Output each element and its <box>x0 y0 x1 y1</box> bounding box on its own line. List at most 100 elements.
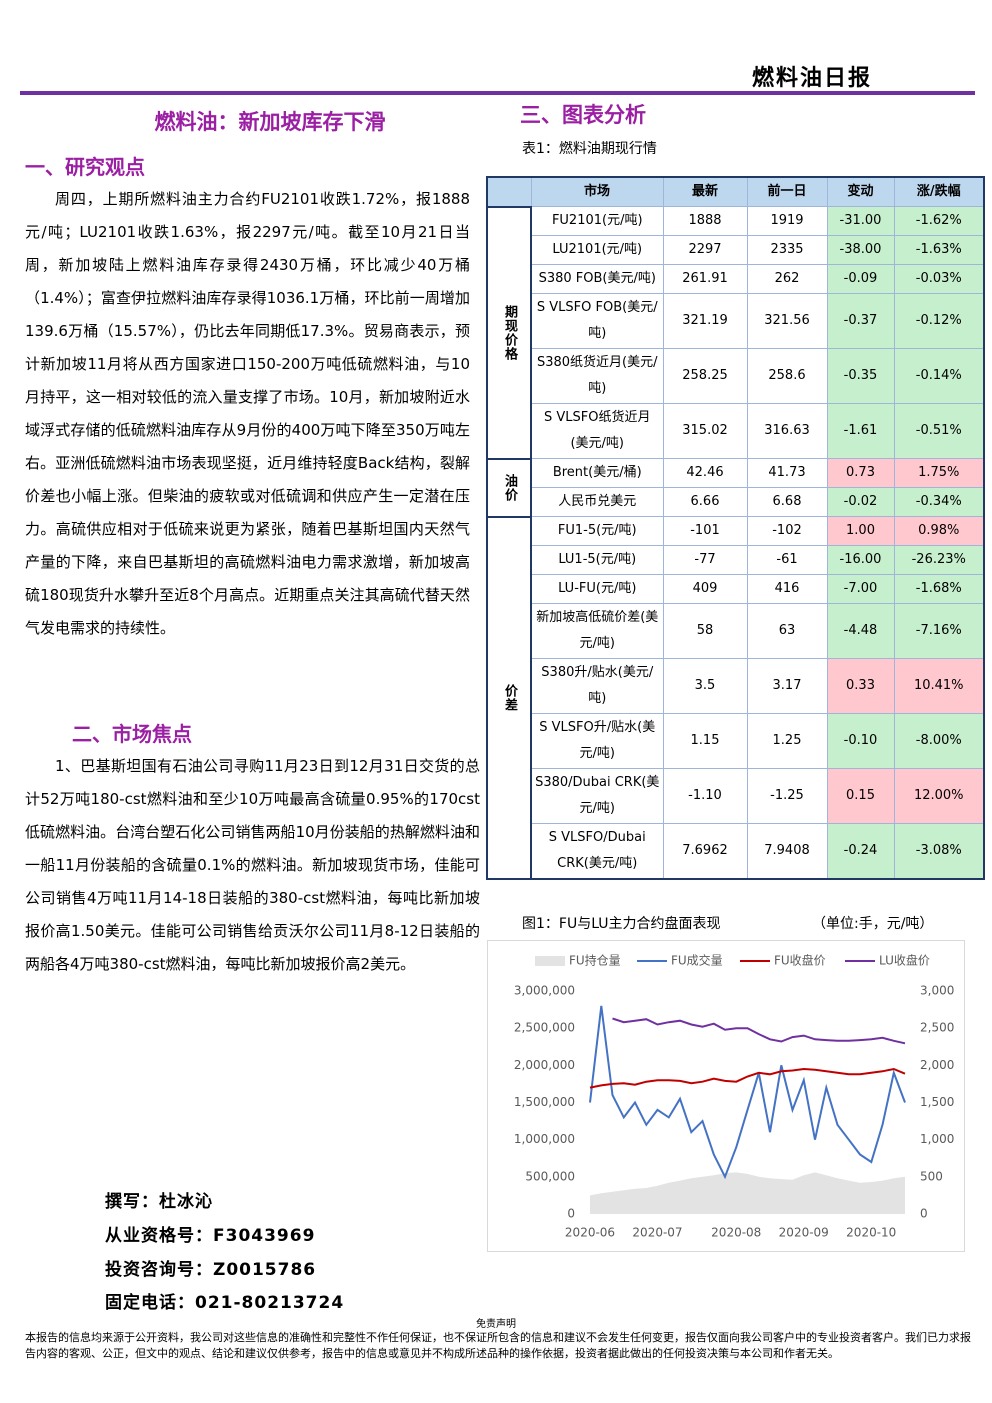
table-cell: 7.6962 <box>662 823 748 880</box>
y2-tick-label: 3,000 <box>920 984 954 998</box>
y2-tick-label: 2,000 <box>920 1058 954 1072</box>
table-cell: 2297 <box>662 235 748 265</box>
author-line: 撰写：杜冰沁 <box>105 1192 213 1212</box>
chart: 0 500,000 1,000,000 1,500,000 2,000,000 2,500… <box>487 940 965 1252</box>
table-cell: 258.6 <box>746 348 828 404</box>
group-label: 期现价格 <box>486 205 532 460</box>
table-cell: 新加坡高低硫价差(美元/吨) <box>530 603 664 659</box>
table-cell: 1.00 <box>826 516 895 546</box>
table-wrap: 市场 最新 前一日 变动 涨/跌幅 期现价格 FU2101(元/吨) 1888 1919 -31.… <box>486 176 985 880</box>
table-cell: S VLSFO/Dubai CRK(美元/吨) <box>530 823 664 880</box>
y2-tick-label: 1,000 <box>920 1132 954 1146</box>
x-tick-label: 2020-07 <box>632 1226 682 1240</box>
header-cell: 前一日 <box>746 176 828 207</box>
table-cell: 1.25 <box>746 713 828 769</box>
table-row: 人民币兑美元 6.66 6.68 -0.02 -0.34% <box>487 487 985 517</box>
table-cell: 1.15 <box>662 713 748 769</box>
y-tick-label: 2,500,000 <box>514 1021 575 1035</box>
table-cell: -0.24 <box>826 823 895 880</box>
table-cell: S380升/贴水(美元/吨) <box>530 658 664 714</box>
table-cell: 416 <box>746 574 828 604</box>
table-row: S380纸货近月(美元/吨) 258.25 258.6 -0.35 -0.14% <box>487 348 985 404</box>
table-cell: -0.12% <box>893 293 985 349</box>
table-row: 期现价格 FU2101(元/吨) 1888 1919 -31.00 -1.62% <box>486 205 985 460</box>
table-cell: 0.33 <box>826 658 895 714</box>
table-cell: -0.14% <box>893 348 985 404</box>
header-cell: 变动 <box>826 176 895 207</box>
table-cell: 41.73 <box>746 458 828 488</box>
paragraph: 1、巴基斯坦国有石油公司寻购11月23日到12月31日交货的总计52万吨180-… <box>25 757 480 973</box>
table-cell: -0.35 <box>826 348 895 404</box>
table-cell: 1888 <box>662 206 748 236</box>
table-cell: 3.5 <box>662 658 748 714</box>
table-cell: 58 <box>662 603 748 659</box>
y-tick-label: 3,000,000 <box>514 984 575 998</box>
table-cell: 262 <box>746 264 828 294</box>
table-cell: 321.56 <box>746 293 828 349</box>
table-cell: 42.46 <box>662 458 748 488</box>
table-cell: 258.25 <box>662 348 748 404</box>
header-cell: 涨/跌幅 <box>893 176 985 207</box>
table-cell: -0.10 <box>826 713 895 769</box>
line <box>589 1005 906 1180</box>
table-cell: 0.73 <box>826 458 895 488</box>
table-cell: -0.02 <box>826 487 895 517</box>
y-tick-label: 1,000,000 <box>514 1132 575 1146</box>
table-cell: -7.16% <box>893 603 985 659</box>
table-cell: 2335 <box>746 235 828 265</box>
legend-swatch <box>535 956 565 966</box>
table-cell: -0.09 <box>826 264 895 294</box>
table-cell: FU2101(元/吨) <box>530 206 664 236</box>
table-cell: Brent(美元/桶) <box>530 458 664 488</box>
table-cell: 261.91 <box>662 264 748 294</box>
table-cell: 7.9408 <box>746 823 828 880</box>
table-cell: LU-FU(元/吨) <box>530 574 664 604</box>
area <box>590 1172 905 1214</box>
table-cell: -8.00% <box>893 713 985 769</box>
legend-label: LU收盘价 <box>879 953 930 968</box>
table-row: S VLSFO/Dubai CRK(美元/吨) 7.6962 7.9408 -0.24… <box>487 823 985 880</box>
table-cell: -1.61 <box>826 403 895 459</box>
table-cell: -1.63% <box>893 235 985 265</box>
table-cell: LU2101(元/吨) <box>530 235 664 265</box>
y-tick-label: 500,000 <box>525 1169 575 1183</box>
table-row: S380升/贴水(美元/吨) 3.5 3.17 0.33 10.41% <box>487 658 985 714</box>
author-line: 投资咨询号：Z0015786 <box>105 1260 317 1280</box>
table-cell: 10.41% <box>893 658 985 714</box>
table-cell: -26.23% <box>893 545 985 575</box>
table-cell: S VLSFO FOB(美元/吨) <box>530 293 664 349</box>
x-tick-label: 2020-08 <box>711 1226 761 1240</box>
table-cell: 6.68 <box>746 487 828 517</box>
disclaimer: 本报告的信息均来源于公开资料，我公司对这些信息的准确性和完整性不作任何保证，也不… <box>25 1331 971 1360</box>
section-heading: 二、市场焦点 <box>72 722 192 746</box>
table-cell: 316.63 <box>746 403 828 459</box>
header-rule <box>20 91 975 95</box>
table-cell: -0.03% <box>893 264 985 294</box>
table-caption: 表1：燃料油期现行情 <box>522 141 657 157</box>
table-row: LU-FU(元/吨) 409 416 -7.00 -1.68% <box>487 574 985 604</box>
table-cell: 6.66 <box>662 487 748 517</box>
table-cell: FU1-5(元/吨) <box>530 516 664 546</box>
x-tick-label: 2020-10 <box>846 1226 896 1240</box>
table-cell: -31.00 <box>826 206 895 236</box>
table-cell: -1.25 <box>746 768 828 824</box>
y2-tick-label: 0 <box>920 1207 928 1221</box>
x-tick-label: 2020-06 <box>565 1226 615 1240</box>
group-label: 价差 <box>486 515 532 880</box>
corner-cell <box>486 176 532 207</box>
y-tick-label: 1,500,000 <box>514 1095 575 1109</box>
y-tick-label: 2,000,000 <box>514 1058 575 1072</box>
table-cell: 人民币兑美元 <box>530 487 664 517</box>
section-heading: 一、研究观点 <box>25 155 145 179</box>
table-cell: -4.48 <box>826 603 895 659</box>
figure-caption: 图1：FU与LU主力合约盘面表现 <box>522 916 721 932</box>
table-row: 价差 FU1-5(元/吨) -101 -102 1.00 0.98% <box>486 515 985 880</box>
author-line: 固定电话：021-80213724 <box>105 1293 345 1313</box>
table-cell: -102 <box>746 516 828 546</box>
table-cell: -1.62% <box>893 206 985 236</box>
data-table: 市场 最新 前一日 变动 涨/跌幅 期现价格 FU2101(元/吨) 1888 1919 -31.… <box>486 176 985 880</box>
disclaimer-heading: 免责声明 <box>476 1319 516 1330</box>
article-title: 燃料油：新加坡库存下滑 <box>154 110 386 134</box>
x-tick-label: 2020-09 <box>779 1226 829 1240</box>
